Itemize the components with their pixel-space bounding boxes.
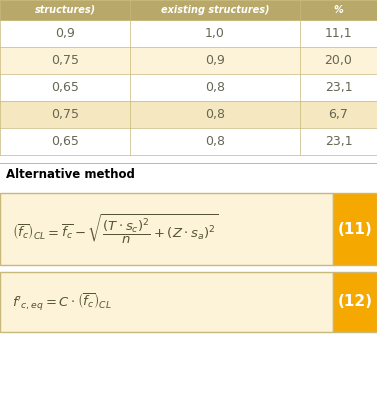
Bar — [0, 193, 333, 265]
Text: %: % — [334, 5, 343, 15]
Bar — [0, 128, 130, 155]
Bar — [300, 47, 377, 74]
Text: 1,0: 1,0 — [205, 27, 225, 40]
Bar — [0, 74, 130, 101]
Bar — [130, 47, 300, 74]
Text: structures): structures) — [34, 5, 95, 15]
Text: 11,1: 11,1 — [325, 27, 352, 40]
Bar — [130, 0, 300, 20]
Text: 6,7: 6,7 — [329, 108, 348, 121]
Text: 0,8: 0,8 — [205, 135, 225, 148]
Text: 0,75: 0,75 — [51, 108, 79, 121]
Text: 23,1: 23,1 — [325, 81, 352, 94]
Bar — [300, 0, 377, 20]
Text: 0,8: 0,8 — [205, 108, 225, 121]
Bar — [130, 20, 300, 47]
Bar — [0, 272, 333, 332]
Text: (12): (12) — [337, 294, 372, 310]
Bar — [130, 101, 300, 128]
Bar — [300, 128, 377, 155]
Text: Alternative method: Alternative method — [6, 168, 135, 182]
Text: 0,75: 0,75 — [51, 54, 79, 67]
Text: $f'_{c,eq} = C \cdot \left(\overline{f_c}\right)_{CL}$: $f'_{c,eq} = C \cdot \left(\overline{f_c… — [12, 291, 112, 313]
Bar — [333, 272, 377, 332]
Text: 0,65: 0,65 — [51, 135, 79, 148]
Bar — [300, 101, 377, 128]
Text: (11): (11) — [338, 222, 372, 236]
Bar — [0, 101, 130, 128]
Bar — [300, 74, 377, 101]
Text: 23,1: 23,1 — [325, 135, 352, 148]
Bar — [300, 20, 377, 47]
Bar — [0, 47, 130, 74]
Text: 0,9: 0,9 — [55, 27, 75, 40]
Text: $\left(\overline{f_c}\right)_{CL} = \overline{f_c} - \sqrt{\dfrac{\left(T \cdot : $\left(\overline{f_c}\right)_{CL} = \ove… — [12, 212, 219, 246]
Bar — [130, 128, 300, 155]
Bar — [0, 0, 130, 20]
Text: 0,8: 0,8 — [205, 81, 225, 94]
Bar — [0, 20, 130, 47]
Text: 20,0: 20,0 — [325, 54, 352, 67]
Bar — [333, 193, 377, 265]
Bar — [130, 74, 300, 101]
Text: 0,9: 0,9 — [205, 54, 225, 67]
Text: 0,65: 0,65 — [51, 81, 79, 94]
Text: existing structures): existing structures) — [161, 5, 269, 15]
